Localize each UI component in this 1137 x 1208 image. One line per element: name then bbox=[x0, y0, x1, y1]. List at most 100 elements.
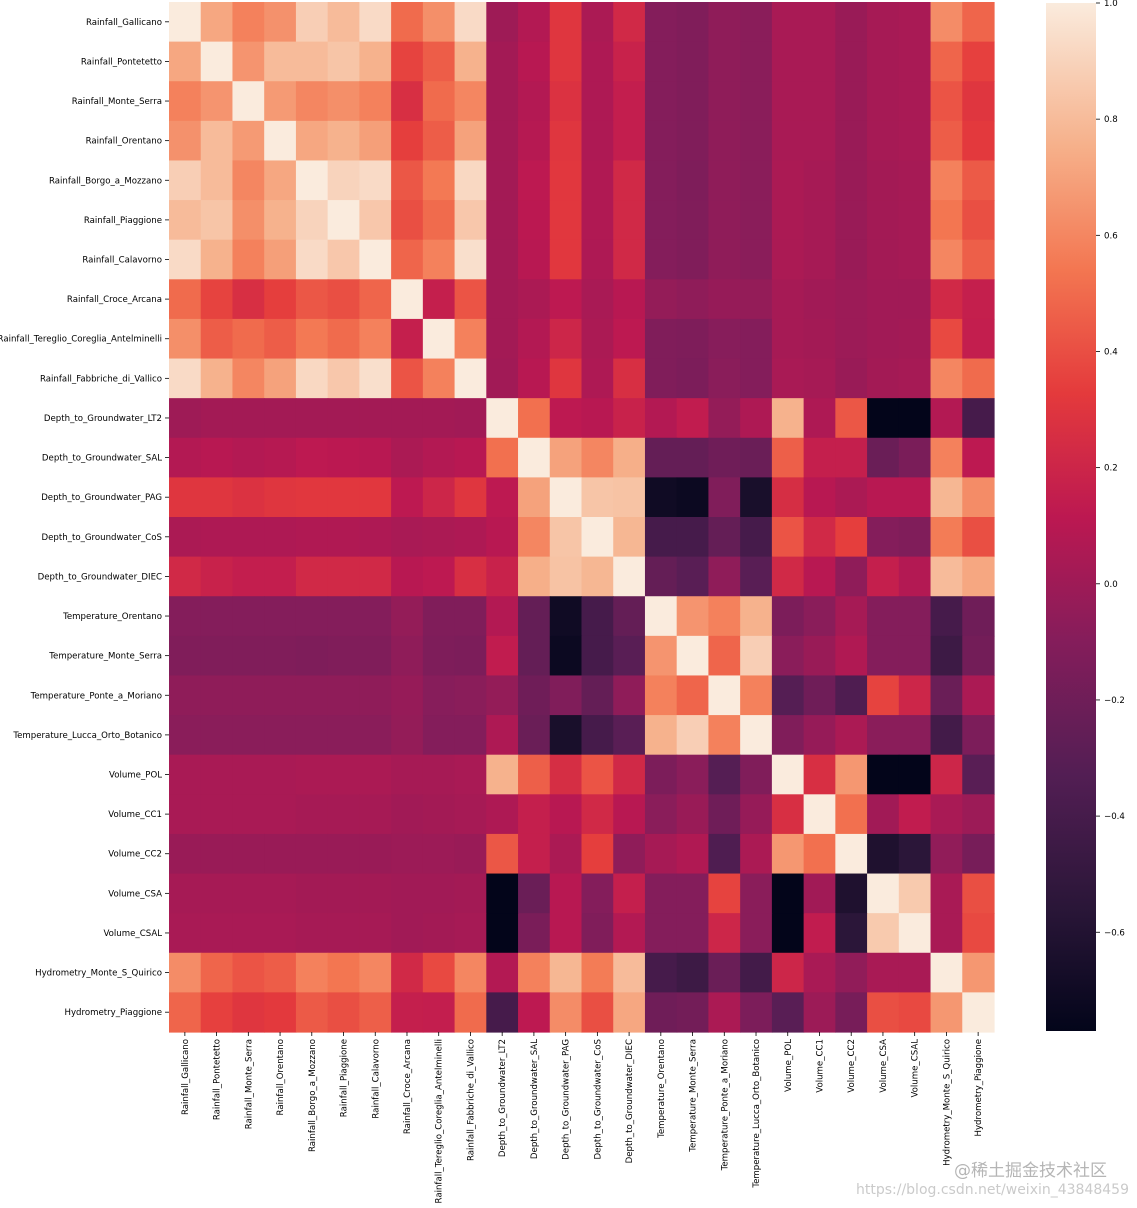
heatmap-cell bbox=[613, 2, 646, 43]
heatmap-cell bbox=[581, 794, 614, 835]
heatmap-cell bbox=[708, 596, 741, 637]
colorbar-tick-label: 0.4 bbox=[1104, 347, 1118, 357]
heatmap-cell bbox=[200, 517, 234, 558]
heatmap-cell bbox=[644, 635, 678, 677]
heatmap-cell bbox=[422, 358, 456, 399]
heatmap-cell bbox=[898, 952, 932, 993]
heatmap-cell bbox=[327, 239, 360, 280]
heatmap-cell bbox=[613, 517, 646, 558]
heatmap-cell bbox=[676, 200, 710, 241]
heatmap-cell bbox=[803, 2, 836, 43]
heatmap-cell bbox=[486, 833, 519, 875]
heatmap-cell bbox=[200, 794, 234, 835]
heatmap-cell bbox=[771, 635, 805, 677]
heatmap-cell bbox=[708, 556, 741, 597]
heatmap-cell bbox=[644, 160, 678, 201]
heatmap-cell bbox=[391, 992, 424, 1033]
heatmap-cell bbox=[454, 2, 487, 43]
heatmap-cell bbox=[644, 833, 678, 875]
heatmap-cell bbox=[169, 81, 202, 122]
heatmap-cell bbox=[454, 596, 487, 637]
heatmap-cell bbox=[644, 952, 678, 993]
heatmap-cell bbox=[359, 41, 392, 82]
heatmap-cell bbox=[391, 398, 424, 439]
heatmap-cell bbox=[740, 952, 773, 993]
heatmap-cell bbox=[581, 2, 614, 43]
heatmap-cell bbox=[549, 200, 583, 241]
colorbar-tick-label: 0.2 bbox=[1104, 464, 1118, 474]
heatmap-cell bbox=[708, 398, 741, 439]
heatmap-cell bbox=[898, 41, 932, 82]
heatmap-cell bbox=[803, 398, 836, 439]
heatmap-cell bbox=[740, 200, 773, 241]
heatmap-cell bbox=[295, 952, 329, 993]
heatmap-cell bbox=[359, 2, 392, 43]
heatmap-cell bbox=[581, 517, 614, 558]
heatmap-cell bbox=[708, 517, 741, 558]
heatmap-cell bbox=[454, 477, 487, 518]
heatmap-cell bbox=[169, 41, 202, 82]
heatmap-cell bbox=[898, 160, 932, 201]
heatmap-cell bbox=[581, 477, 614, 518]
heatmap-cell bbox=[771, 239, 805, 280]
heatmap-cell bbox=[454, 279, 487, 320]
x-tick-label: Temperature_Ponte_a_Moriano bbox=[720, 1039, 730, 1171]
heatmap-cell bbox=[867, 992, 900, 1033]
heatmap-cell bbox=[898, 754, 932, 795]
heatmap-cell bbox=[740, 160, 773, 201]
heatmap-cell bbox=[200, 239, 234, 280]
heatmap-cell bbox=[867, 398, 900, 439]
heatmap-cell bbox=[867, 279, 900, 320]
heatmap-cell bbox=[264, 358, 297, 399]
heatmap-cell bbox=[518, 992, 551, 1033]
heatmap-cell bbox=[295, 715, 329, 756]
heatmap-cell bbox=[771, 794, 805, 835]
heatmap-cell bbox=[771, 833, 805, 875]
heatmap-cell bbox=[867, 120, 900, 162]
heatmap-cell bbox=[264, 833, 297, 875]
heatmap-cell bbox=[549, 358, 583, 399]
heatmap-cell bbox=[962, 279, 995, 320]
heatmap-cell bbox=[930, 556, 963, 597]
heatmap-cell bbox=[962, 833, 995, 875]
heatmap-cell bbox=[454, 794, 487, 835]
x-tick-label: Volume_CC1 bbox=[815, 1039, 825, 1093]
heatmap-cell bbox=[962, 81, 995, 122]
heatmap-cell bbox=[549, 41, 583, 82]
heatmap-cell bbox=[169, 398, 202, 439]
heatmap-cell bbox=[930, 675, 963, 716]
heatmap-cell bbox=[169, 794, 202, 835]
heatmap-cell bbox=[169, 992, 202, 1033]
heatmap-cell bbox=[930, 81, 963, 122]
heatmap-cell bbox=[232, 437, 265, 478]
heatmap-cell bbox=[898, 318, 932, 360]
heatmap-cell bbox=[454, 754, 487, 795]
heatmap-cell bbox=[295, 833, 329, 875]
heatmap-cell bbox=[295, 873, 329, 914]
heatmap-cell bbox=[169, 754, 202, 795]
heatmap-cell bbox=[549, 120, 583, 162]
heatmap-cell bbox=[518, 556, 551, 597]
heatmap-cell bbox=[327, 81, 360, 122]
heatmap-cell bbox=[200, 913, 234, 954]
heatmap-cell bbox=[422, 833, 456, 875]
heatmap-cell bbox=[803, 120, 836, 162]
heatmap-cell bbox=[391, 358, 424, 399]
heatmap-cell bbox=[613, 160, 646, 201]
heatmap-cell bbox=[930, 437, 963, 478]
heatmap-cell bbox=[835, 41, 868, 82]
heatmap-cell bbox=[898, 398, 932, 439]
colorbar-tick-label: 0.6 bbox=[1104, 231, 1118, 241]
heatmap-cell bbox=[200, 477, 234, 518]
heatmap-cell bbox=[200, 398, 234, 439]
y-tick-label: Rainfall_Calavorno bbox=[82, 256, 162, 266]
heatmap-cell bbox=[867, 160, 900, 201]
heatmap-cell bbox=[835, 477, 868, 518]
heatmap-cell bbox=[295, 398, 329, 439]
heatmap-cell bbox=[232, 992, 265, 1033]
heatmap-cell bbox=[644, 2, 678, 43]
heatmap-cell bbox=[898, 239, 932, 280]
heatmap-cell bbox=[454, 952, 487, 993]
heatmap-cell bbox=[327, 120, 360, 162]
heatmap-cell bbox=[898, 120, 932, 162]
